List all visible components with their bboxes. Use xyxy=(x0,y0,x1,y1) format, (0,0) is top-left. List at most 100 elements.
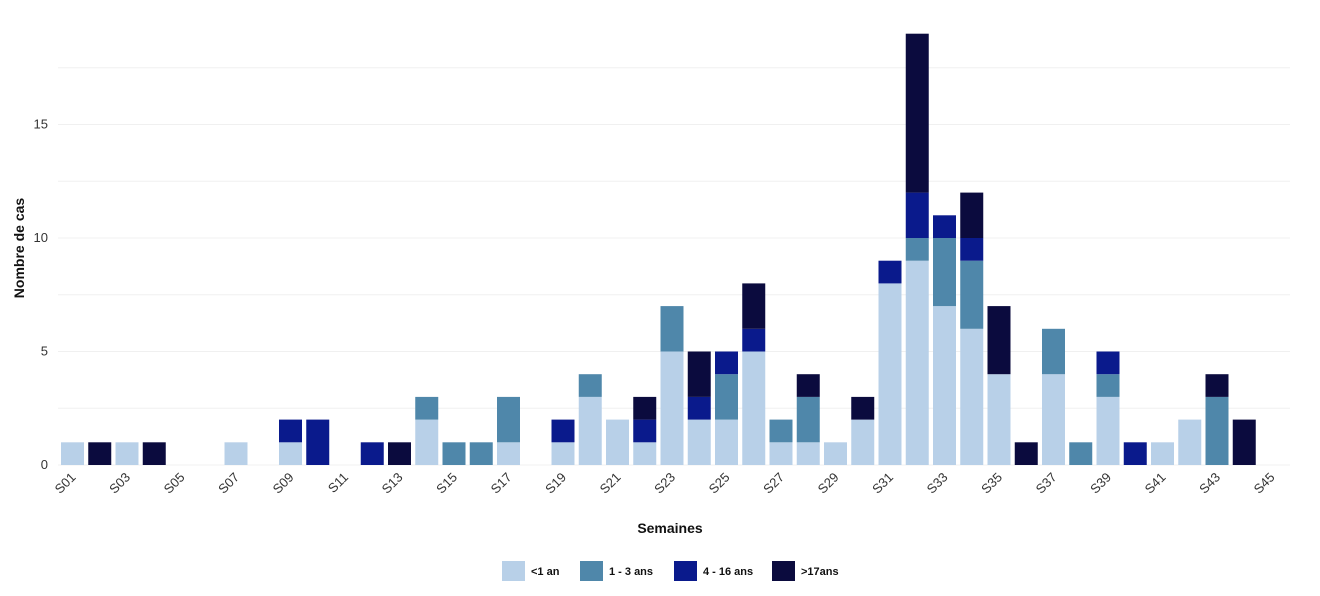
bar-segment-S22-series-0 xyxy=(633,442,657,465)
bar-segment-S16-series-1 xyxy=(469,442,493,465)
bar-segment-S13-series-3 xyxy=(388,442,411,465)
bar-segment-S39-series-1 xyxy=(1096,374,1120,397)
x-axis-ticks: S01 S03 S05 S07 S09 S11 S13 S15 S17 S19 S21 S23 S25 S… xyxy=(52,470,1278,497)
bar-segment-S20-series-1 xyxy=(578,374,602,397)
bar-segment-S01-series-0 xyxy=(61,442,84,465)
legend-label: 1 - 3 ans xyxy=(609,566,653,578)
x-tick-label: S21 xyxy=(597,470,624,497)
bar-segment-S28-series-1 xyxy=(796,396,820,443)
bar-segment-S22-series-2 xyxy=(633,419,657,443)
y-tick-label: 10 xyxy=(34,230,48,245)
bar-segment-S32-series-2 xyxy=(905,192,929,238)
bar-segment-S34-series-2 xyxy=(960,238,984,261)
bar-segment-S30-series-3 xyxy=(851,396,875,420)
bar-segment-S03-series-0 xyxy=(115,442,139,465)
bar-segment-S32-series-1 xyxy=(905,238,929,261)
bar-segment-S28-series-0 xyxy=(796,442,820,465)
bar-segment-S39-series-2 xyxy=(1096,351,1120,375)
bar-segment-S40-series-2 xyxy=(1123,442,1147,465)
x-tick-label: S39 xyxy=(1087,470,1114,497)
legend-swatch xyxy=(674,561,697,581)
bar-segment-S35-series-3 xyxy=(987,306,1011,375)
x-axis-title: Semaines xyxy=(637,520,703,536)
bar-segment-S42-series-0 xyxy=(1178,419,1202,465)
y-axis-title: Nombre de cas xyxy=(11,198,27,299)
x-tick-label: S13 xyxy=(379,470,406,497)
y-axis-ticks: 0 5 10 15 xyxy=(34,117,48,473)
bar-segment-S36-series-3 xyxy=(1014,442,1038,465)
legend-swatch xyxy=(502,561,525,581)
bar-segment-S19-series-2 xyxy=(551,419,575,443)
x-tick-label: S27 xyxy=(760,470,787,497)
bar-segment-S25-series-1 xyxy=(715,374,738,420)
bar-segment-S09-series-0 xyxy=(279,442,302,465)
bar-segment-S17-series-0 xyxy=(497,442,520,465)
x-tick-label: S25 xyxy=(706,470,733,497)
bar-segment-S23-series-0 xyxy=(660,351,684,465)
bar-segment-S23-series-1 xyxy=(660,306,684,352)
bar-segment-S41-series-0 xyxy=(1151,442,1174,465)
y-tick-label: 5 xyxy=(41,344,48,359)
x-tick-label: S33 xyxy=(924,470,951,497)
bar-segment-S38-series-1 xyxy=(1069,442,1093,465)
bar-segment-S19-series-0 xyxy=(551,442,575,465)
bar-segment-S35-series-0 xyxy=(987,374,1011,465)
bar-segment-S04-series-3 xyxy=(142,442,166,465)
x-tick-label: S01 xyxy=(52,470,79,497)
bar-segment-S10-series-2 xyxy=(306,419,330,465)
legend: <1 an 1 - 3 ans 4 - 16 ans >17ans xyxy=(502,561,839,581)
bar-segment-S17-series-1 xyxy=(497,396,520,443)
bar-segment-S27-series-0 xyxy=(769,442,793,465)
x-tick-label: S45 xyxy=(1251,470,1278,497)
x-tick-label: S03 xyxy=(106,470,133,497)
bar-segment-S24-series-2 xyxy=(687,396,711,420)
legend-label: 4 - 16 ans xyxy=(703,566,753,578)
bar-segment-S30-series-0 xyxy=(851,419,875,465)
y-tick-label: 15 xyxy=(34,117,48,132)
x-tick-label: S43 xyxy=(1196,470,1223,497)
x-tick-label: S15 xyxy=(433,470,460,497)
bar-segment-S14-series-1 xyxy=(415,396,439,420)
bar-segment-S44-series-3 xyxy=(1232,419,1256,465)
bars xyxy=(61,33,1256,465)
x-tick-label: S31 xyxy=(869,470,896,497)
legend-label: >17ans xyxy=(801,566,839,578)
bar-segment-S15-series-1 xyxy=(442,442,466,465)
bar-segment-S32-series-0 xyxy=(905,260,929,465)
bar-segment-S34-series-3 xyxy=(960,192,984,238)
bar-segment-S12-series-2 xyxy=(360,442,384,465)
bar-segment-S32-series-3 xyxy=(905,33,929,193)
bar-segment-S37-series-1 xyxy=(1042,328,1065,375)
legend-swatch xyxy=(772,561,795,581)
legend-swatch xyxy=(580,561,603,581)
bar-segment-S14-series-0 xyxy=(415,419,439,465)
x-tick-label: S29 xyxy=(815,470,842,497)
bar-segment-S37-series-0 xyxy=(1042,374,1065,465)
bar-segment-S24-series-3 xyxy=(687,351,711,397)
x-tick-label: S19 xyxy=(542,470,569,497)
bar-segment-S24-series-0 xyxy=(687,419,711,465)
x-tick-label: S05 xyxy=(161,470,188,497)
bar-segment-S02-series-3 xyxy=(88,442,112,465)
bar-segment-S26-series-3 xyxy=(742,283,766,329)
legend-label: <1 an xyxy=(531,566,560,578)
bar-segment-S07-series-0 xyxy=(224,442,248,465)
bar-segment-S33-series-2 xyxy=(933,215,956,238)
bar-segment-S34-series-1 xyxy=(960,260,984,329)
bar-segment-S09-series-2 xyxy=(279,419,302,443)
bar-segment-S22-series-3 xyxy=(633,396,657,420)
bar-segment-S29-series-0 xyxy=(824,442,847,465)
x-tick-label: S07 xyxy=(215,470,242,497)
bar-segment-S34-series-0 xyxy=(960,328,984,465)
bar-segment-S27-series-1 xyxy=(769,419,793,443)
bar-segment-S31-series-0 xyxy=(878,283,902,465)
bar-segment-S33-series-1 xyxy=(933,238,956,307)
x-tick-label: S17 xyxy=(488,470,515,497)
bar-segment-S33-series-0 xyxy=(933,306,956,465)
bar-segment-S31-series-2 xyxy=(878,260,902,284)
bar-segment-S25-series-2 xyxy=(715,351,738,375)
x-tick-label: S23 xyxy=(651,470,678,497)
x-tick-label: S37 xyxy=(1033,470,1060,497)
x-tick-label: S35 xyxy=(978,470,1005,497)
